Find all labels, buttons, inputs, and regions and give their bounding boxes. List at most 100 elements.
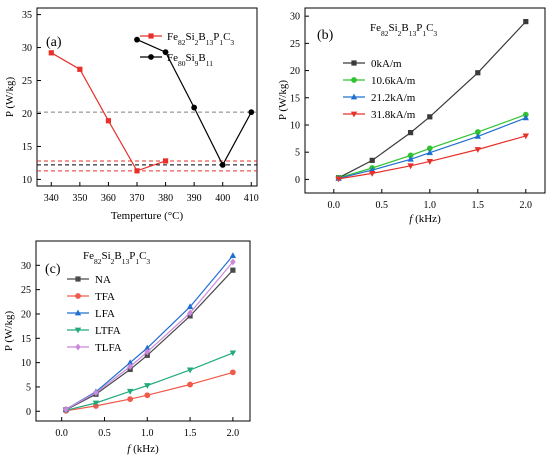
chart-panel-a: 340 350 360 370 380 390 400 410 10 15 20 25 30 35 P (W… <box>4 7 259 222</box>
data-point <box>105 118 112 124</box>
series-line-0kA/m <box>338 21 527 179</box>
y-tick-label: 25 <box>21 285 31 296</box>
y-tick-label: 30 <box>290 12 300 23</box>
x-tick-label: 0.0 <box>328 200 341 211</box>
legend-label: Fe82Si2B13P1C3 <box>167 31 234 47</box>
chart-title: Fe82Si2B13P1C3 <box>83 250 150 266</box>
data-point <box>407 152 414 159</box>
y-axis-label: P (W/kg) <box>4 77 16 118</box>
data-point <box>77 66 83 72</box>
data-point <box>144 383 151 389</box>
data-point <box>335 176 342 183</box>
legend-label: 21.2kA/m <box>371 92 416 104</box>
data-point <box>162 49 169 56</box>
x-tick-label: 340 <box>44 193 59 204</box>
legend-marker <box>148 54 154 60</box>
data-point <box>186 303 194 310</box>
legend-label: 10.6kA/m <box>371 75 416 87</box>
y-tick-label: 20 <box>21 309 31 320</box>
legend-marker <box>148 33 154 39</box>
x-tick-label: 1.5 <box>184 428 197 439</box>
legend-marker <box>74 309 82 316</box>
chart-title: Fe82Si2B13P1C3 <box>370 22 437 38</box>
data-point <box>229 350 237 357</box>
y-tick-label: 25 <box>290 39 300 50</box>
y-tick-label: 5 <box>26 382 31 393</box>
y-tick-label: 30 <box>22 43 32 54</box>
data-point <box>426 145 433 152</box>
y-tick-label: 20 <box>22 109 32 120</box>
y-tick-label: 15 <box>290 93 300 104</box>
legend-marker <box>75 293 81 299</box>
x-tick-label: 2.0 <box>227 428 240 439</box>
data-point <box>127 396 134 403</box>
data-point <box>144 348 151 356</box>
plot-frame <box>36 7 258 187</box>
data-point <box>230 258 236 266</box>
legend-marker <box>351 60 357 66</box>
data-point <box>127 363 133 370</box>
data-point <box>186 367 194 374</box>
panel-label: (b) <box>317 28 334 43</box>
data-point <box>134 168 140 174</box>
data-point <box>474 129 481 135</box>
data-point <box>144 352 150 358</box>
data-point <box>426 149 433 156</box>
panel-label: (a) <box>46 35 62 50</box>
data-point <box>92 400 100 407</box>
x-tick-label: 0.5 <box>98 428 111 439</box>
data-point <box>162 158 169 164</box>
data-point <box>522 133 529 140</box>
data-point <box>475 70 481 76</box>
data-point <box>126 359 134 366</box>
legend-marker <box>75 276 81 282</box>
x-axis-label: f (kHz) <box>127 443 159 455</box>
y-tick-label: 10 <box>290 120 300 131</box>
data-point <box>369 157 375 163</box>
chart-panel-b: 0.0 0.5 1.0 1.5 2.0 0 5 10 15 20 25 30 P (W/kg) f (kH… <box>277 7 546 225</box>
x-tick-label: 350 <box>72 193 87 204</box>
x-tick-label: 0.0 <box>55 428 68 439</box>
x-tick-label: 2.0 <box>520 200 533 211</box>
series-line-TLFA <box>65 261 234 410</box>
data-point <box>229 252 237 258</box>
data-point <box>126 388 134 395</box>
x-axis-label: f (kHz) <box>409 213 441 225</box>
plot-frame <box>35 240 251 422</box>
legend-label: NA <box>95 274 111 286</box>
data-point <box>93 389 99 397</box>
data-point <box>63 405 69 413</box>
legend-label: TFA <box>95 291 115 303</box>
data-point <box>427 114 433 120</box>
series-line-21.2kA/m <box>338 117 527 179</box>
x-tick-label: 1.0 <box>424 200 437 211</box>
y-tick-label: 20 <box>290 66 300 77</box>
series-line-LTFA <box>65 352 234 411</box>
data-point <box>229 369 236 376</box>
y-tick-label: 25 <box>22 76 32 87</box>
x-tick-label: 1.0 <box>141 428 154 439</box>
y-tick-label: 10 <box>22 175 32 186</box>
legend-marker <box>75 343 81 351</box>
series-line-31.8kA/m <box>338 135 526 180</box>
data-point <box>134 36 140 43</box>
data-point <box>187 309 193 317</box>
legend-label: LFA <box>95 308 115 320</box>
y-tick-label: 15 <box>21 334 31 345</box>
data-point <box>407 155 414 162</box>
legend-label: LTFA <box>95 325 121 337</box>
data-point <box>474 133 481 139</box>
data-point <box>408 130 414 136</box>
chart-panel-c: 0.0 0.5 1.0 1.5 2.0 0 5 10 15 20 25 30 P (W/kg) f (kH… <box>3 240 251 455</box>
data-point <box>230 267 236 273</box>
panel-label: (c) <box>45 262 61 277</box>
y-tick-label: 10 <box>21 358 31 369</box>
legend-marker <box>350 111 358 118</box>
y-tick-label: 5 <box>295 148 300 159</box>
x-tick-label: 390 <box>187 193 202 204</box>
data-point <box>248 109 255 116</box>
data-point <box>144 392 151 399</box>
legend-label: Fe80Si9B11 <box>167 52 213 68</box>
data-point <box>187 381 193 388</box>
